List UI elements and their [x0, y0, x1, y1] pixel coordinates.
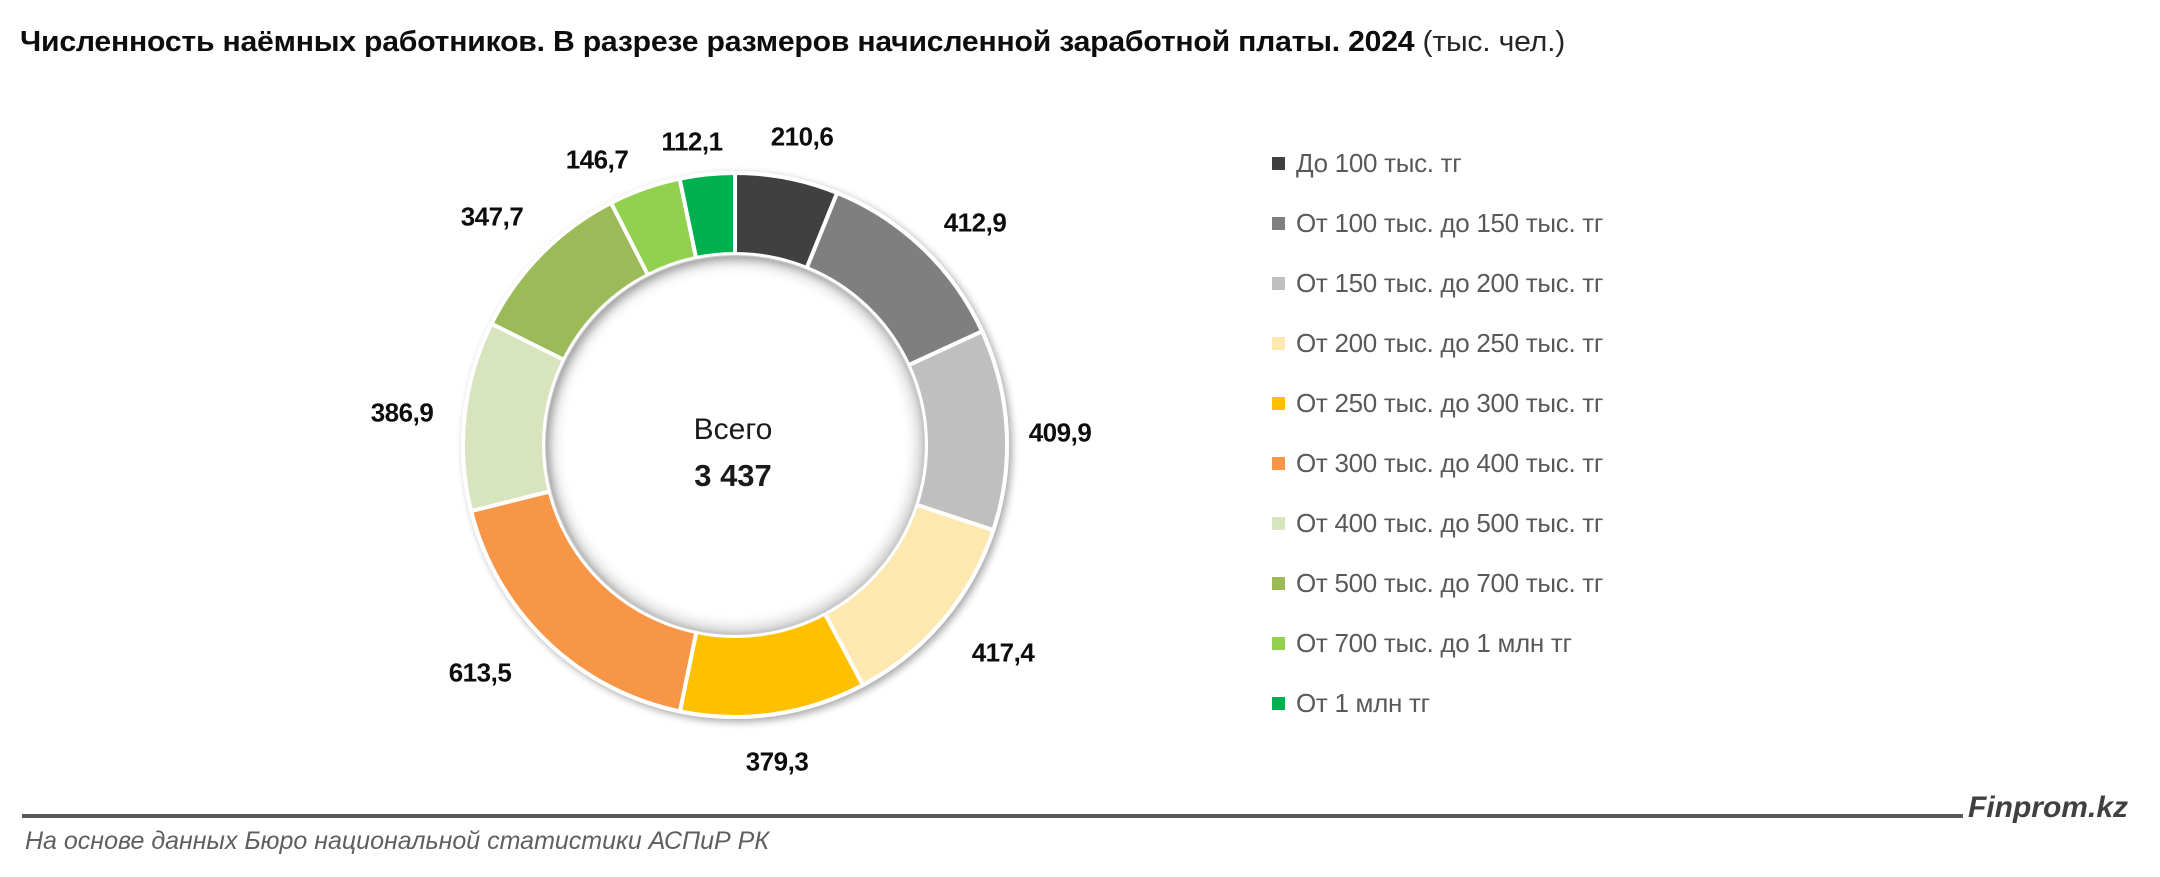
legend-label: От 700 тыс. до 1 млн тг — [1296, 627, 1572, 658]
donut-inner-shadow — [545, 255, 925, 635]
legend-label: От 100 тыс. до 150 тыс. тг — [1296, 207, 1604, 238]
legend-item: От 500 тыс. до 700 тыс. тг — [1272, 565, 1603, 601]
segment-label: 417,4 — [971, 637, 1035, 668]
legend-item: От 1 млн тг — [1272, 685, 1430, 721]
segment-label: 409,9 — [1028, 417, 1092, 448]
chart-title-main: Численность наёмных работников. В разрез… — [20, 26, 1415, 58]
legend-swatch-icon — [1272, 576, 1285, 590]
legend-label: От 150 тыс. до 200 тыс. тг — [1296, 267, 1604, 298]
donut-segments — [461, 171, 1009, 719]
legend-item: От 400 тыс. до 500 тыс. тг — [1272, 505, 1603, 541]
segment-label: 210,6 — [770, 121, 834, 152]
legend-swatch-icon — [1272, 156, 1285, 170]
legend-item: От 100 тыс. до 150 тыс. тг — [1272, 205, 1603, 241]
legend-label: От 1 млн тг — [1296, 687, 1430, 718]
donut-center-caption: Всего — [693, 413, 773, 446]
legend-item: От 300 тыс. до 400 тыс. тг — [1272, 445, 1603, 481]
segment-label: 146,7 — [565, 144, 629, 175]
legend-label: От 250 тыс. до 300 тыс. тг — [1296, 387, 1604, 418]
legend-swatch-icon — [1272, 456, 1285, 470]
legend-swatch-icon — [1272, 696, 1285, 710]
legend-label: От 200 тыс. до 250 тыс. тг — [1296, 327, 1604, 358]
legend-item: От 200 тыс. до 250 тыс. тг — [1272, 325, 1603, 361]
chart-title: Численность наёмных работников. В разрез… — [20, 26, 1565, 59]
segment-label: 379,3 — [745, 746, 809, 777]
segment-label: 613,5 — [448, 657, 512, 688]
donut-center-total: 3 437 — [694, 458, 772, 493]
legend-swatch-icon — [1272, 336, 1285, 350]
brand-logo: Finprom.kz — [1968, 791, 2129, 824]
legend-swatch-icon — [1272, 276, 1285, 290]
legend-label: От 300 тыс. до 400 тыс. тг — [1296, 447, 1604, 478]
legend-label: От 400 тыс. до 500 тыс. тг — [1296, 507, 1604, 538]
legend-item: До 100 тыс. тг — [1272, 145, 1462, 181]
legend-swatch-icon — [1272, 216, 1285, 230]
legend-swatch-icon — [1272, 516, 1285, 530]
segment-label: 412,9 — [943, 207, 1007, 238]
legend-label: От 500 тыс. до 700 тыс. тг — [1296, 567, 1604, 598]
source-note: На основе данных Бюро национальной стати… — [25, 827, 770, 855]
legend-item: От 150 тыс. до 200 тыс. тг — [1272, 265, 1603, 301]
donut-segment — [677, 171, 737, 260]
chart-title-unit: (тыс. чел.) — [1422, 26, 1566, 58]
legend-item: От 250 тыс. до 300 тыс. тг — [1272, 385, 1603, 421]
segment-label: 347,7 — [460, 201, 524, 232]
legend-swatch-icon — [1272, 396, 1285, 410]
segment-label: 386,9 — [370, 397, 434, 428]
legend-swatch-icon — [1272, 636, 1285, 650]
segment-label: 112,1 — [661, 126, 723, 157]
footer-divider — [22, 814, 1963, 818]
legend-item: От 700 тыс. до 1 млн тг — [1272, 625, 1572, 661]
legend-label: До 100 тыс. тг — [1296, 147, 1462, 178]
